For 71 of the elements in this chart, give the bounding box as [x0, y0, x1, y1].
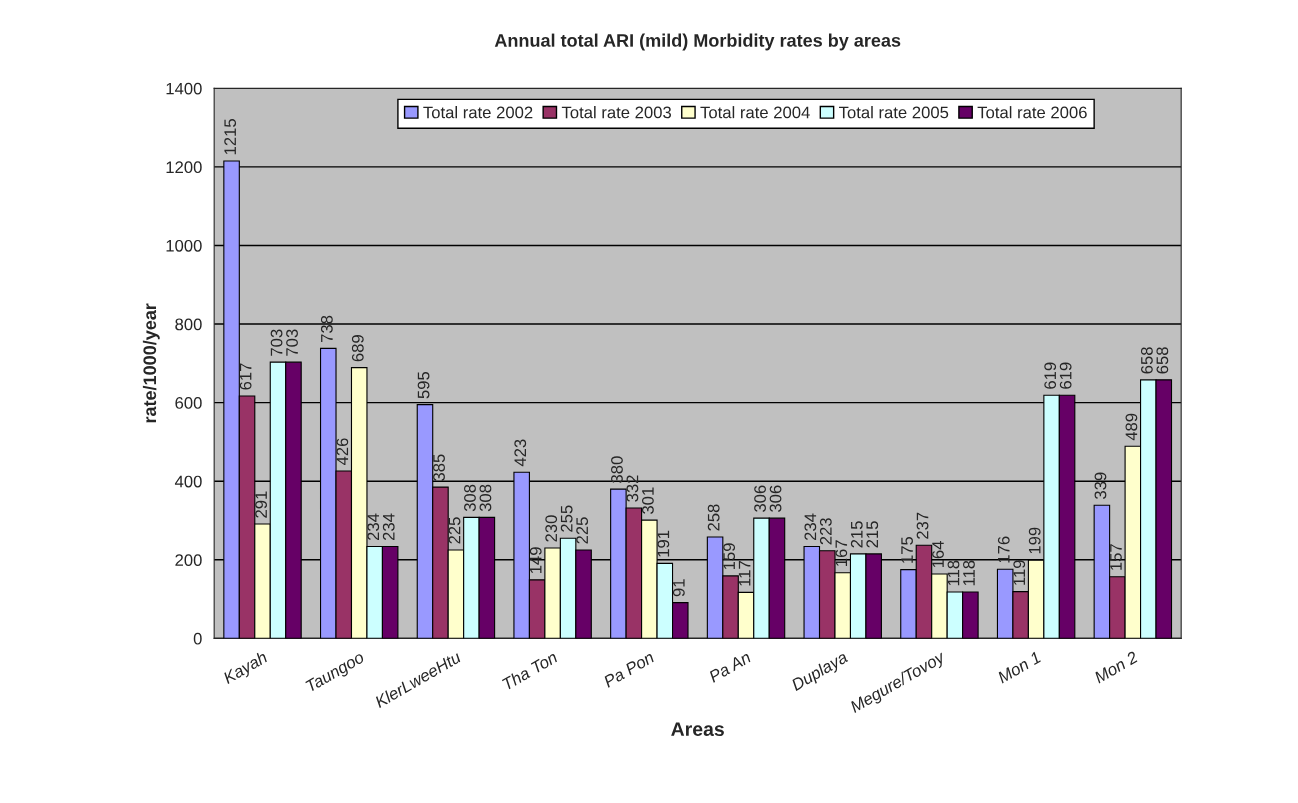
- data-label: 380: [611, 456, 623, 483]
- y-tick-label: 1200: [166, 161, 202, 174]
- data-label: 595: [417, 371, 430, 399]
- data-label: 339: [1094, 472, 1107, 499]
- data-label: 426: [336, 438, 349, 466]
- data-label: 738: [320, 315, 333, 343]
- data-label: 617: [239, 363, 252, 390]
- data-label: 658: [1140, 347, 1153, 374]
- data-label: 225: [576, 517, 589, 544]
- data-label: 159: [723, 543, 736, 570]
- data-label: 230: [545, 515, 558, 542]
- data-label: 703: [270, 329, 283, 356]
- x-tick-label: Tha Ton: [501, 650, 559, 691]
- data-label: 234: [367, 513, 380, 541]
- y-tick-label: 1000: [166, 239, 202, 252]
- data-label: 215: [866, 521, 879, 548]
- data-label: 308: [464, 484, 476, 512]
- data-label: 199: [1028, 527, 1041, 554]
- legend-label: Total rate 2002: [423, 106, 533, 119]
- data-label: 255: [560, 505, 573, 532]
- y-tick-label: 0: [193, 632, 202, 645]
- data-label: 223: [819, 518, 832, 545]
- data-label: 119: [1013, 560, 1026, 585]
- data-label: 301: [642, 487, 654, 514]
- legend-label: Total rate 2004: [700, 106, 810, 119]
- x-tick-label: Mon 1: [996, 651, 1042, 684]
- data-label: 234: [804, 513, 817, 541]
- data-label: 332: [626, 475, 639, 502]
- data-label: 191: [657, 530, 670, 557]
- data-label: 149: [529, 547, 542, 574]
- data-label: 175: [901, 536, 913, 563]
- legend-label: Total rate 2005: [839, 106, 949, 119]
- y-tick-label: 200: [175, 554, 202, 567]
- data-label: 91: [672, 579, 685, 597]
- data-label: 234: [382, 513, 395, 541]
- data-label: 225: [448, 517, 461, 544]
- data-label: 117: [738, 561, 751, 586]
- x-tick-label: Pa An: [708, 651, 752, 683]
- chart-title: Annual total ARI (mild) Morbidity rates by areas: [494, 33, 901, 51]
- x-tick-label: Pa Pon: [602, 651, 655, 688]
- y-axis-title: rate/1000/year: [142, 303, 160, 423]
- data-label: 619: [1044, 362, 1057, 389]
- data-label: 118: [963, 560, 975, 586]
- data-label: 689: [351, 335, 364, 362]
- data-label: 703: [286, 329, 298, 356]
- x-axis-title: Areas: [671, 722, 724, 736]
- y-tick-label: 800: [175, 318, 202, 331]
- data-label: 167: [835, 540, 848, 566]
- data-label: 258: [707, 504, 720, 531]
- data-label: 164: [932, 541, 944, 568]
- data-label: 157: [1110, 544, 1122, 570]
- legend-label: Total rate 2003: [561, 106, 672, 119]
- y-tick-label: 600: [175, 397, 202, 409]
- data-label: 619: [1059, 362, 1072, 389]
- legend-label: Total rate 2006: [977, 106, 1087, 119]
- data-label: 308: [479, 484, 492, 512]
- data-label: 291: [255, 491, 267, 518]
- data-label: 215: [850, 521, 863, 548]
- data-label: 658: [1156, 347, 1169, 374]
- y-tick-label: 1400: [166, 82, 202, 95]
- data-label: 1215: [224, 119, 237, 155]
- x-tick-label: Mon 2: [1093, 650, 1139, 684]
- data-label: 118: [947, 560, 960, 586]
- data-label: 237: [916, 512, 929, 539]
- y-tick-label: 400: [174, 475, 202, 488]
- data-label: 176: [997, 536, 1010, 563]
- data-label: 306: [754, 485, 766, 512]
- data-label: 385: [433, 454, 445, 481]
- data-label: 489: [1125, 413, 1138, 441]
- data-label: 423: [514, 439, 527, 467]
- data-label: 306: [769, 485, 782, 512]
